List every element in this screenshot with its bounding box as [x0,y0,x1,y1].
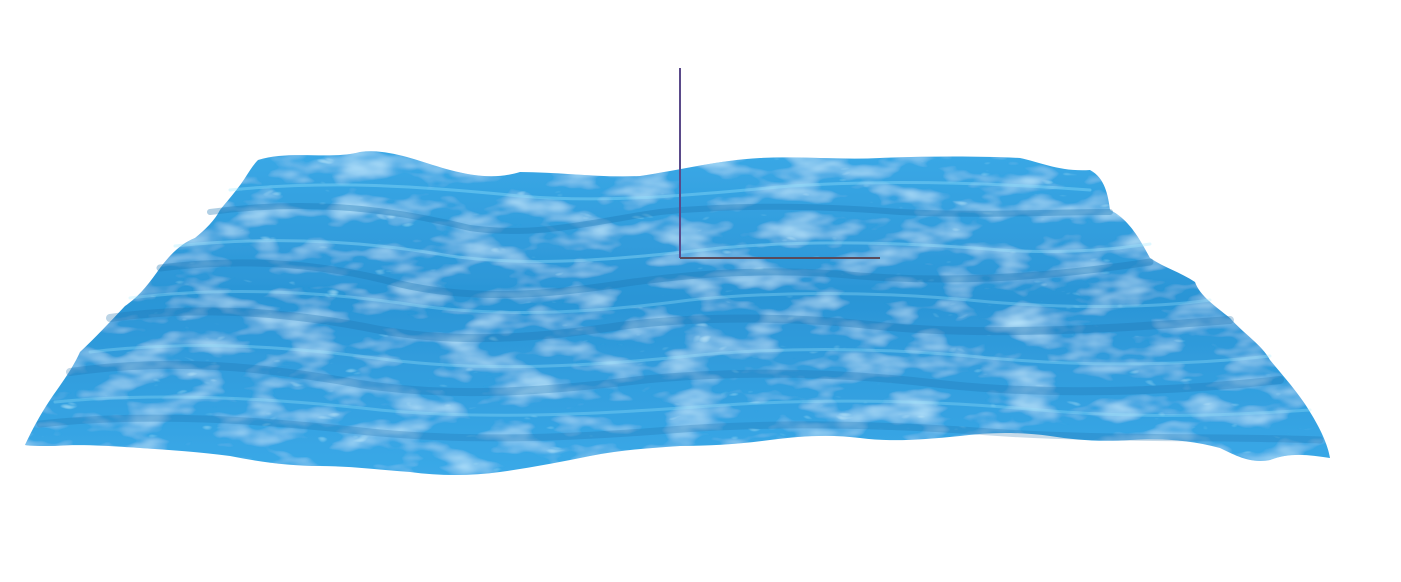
wave-crests [36,181,1324,444]
axes-helper [679,68,880,259]
water-surface [25,151,1330,476]
